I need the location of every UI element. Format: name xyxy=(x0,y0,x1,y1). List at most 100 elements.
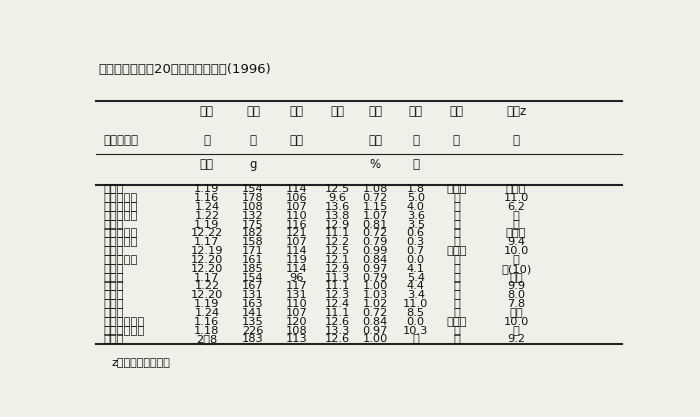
Text: 0.84: 0.84 xyxy=(363,255,388,265)
Text: 9.4: 9.4 xyxy=(507,237,525,247)
Text: 分析: 分析 xyxy=(200,105,214,118)
Text: 12.22: 12.22 xyxy=(190,229,223,239)
Text: 12.5: 12.5 xyxy=(324,184,350,194)
Text: 12.19: 12.19 xyxy=(190,246,223,256)
Text: 110: 110 xyxy=(286,299,307,309)
Text: 13.8: 13.8 xyxy=(324,211,350,221)
Text: 12.20: 12.20 xyxy=(190,290,223,300)
Text: 0.72: 0.72 xyxy=(363,193,388,203)
Text: 135: 135 xyxy=(242,317,264,327)
Text: 107: 107 xyxy=(286,202,307,212)
Text: 1.16: 1.16 xyxy=(194,193,220,203)
Text: 1.17: 1.17 xyxy=(194,273,220,283)
Text: 0.6: 0.6 xyxy=(407,229,425,239)
Text: 淡赤橙: 淡赤橙 xyxy=(506,229,526,239)
Text: 高　知: 高 知 xyxy=(104,264,125,274)
Text: 色: 色 xyxy=(512,133,519,146)
Text: 重: 重 xyxy=(249,133,256,146)
Text: 剥皮: 剥皮 xyxy=(449,105,463,118)
Text: 1.16: 1.16 xyxy=(194,317,220,327)
Text: 120: 120 xyxy=(286,317,307,327)
Text: 1.22: 1.22 xyxy=(195,281,219,291)
Text: 117: 117 xyxy=(286,281,307,291)
Text: 紅橙: 紅橙 xyxy=(509,273,523,283)
Text: 橙: 橙 xyxy=(512,255,519,265)
Text: 和歌山: 和歌山 xyxy=(104,220,125,230)
Text: 中: 中 xyxy=(453,237,460,247)
Text: 熊　本: 熊 本 xyxy=(104,308,125,318)
Text: 1.19: 1.19 xyxy=(194,299,220,309)
Text: 96: 96 xyxy=(289,273,304,283)
Text: 愛　媛: 愛 媛 xyxy=(104,246,125,256)
Text: やや難: やや難 xyxy=(446,184,467,194)
Text: 108: 108 xyxy=(286,326,307,336)
Text: 11.1: 11.1 xyxy=(324,229,350,239)
Text: 1.07: 1.07 xyxy=(363,211,388,221)
Text: 1.00: 1.00 xyxy=(363,334,388,344)
Text: 種子: 種子 xyxy=(409,105,423,118)
Text: 易: 易 xyxy=(453,229,460,239)
Text: 広島・柑橘: 広島・柑橘 xyxy=(104,229,138,239)
Text: 178: 178 xyxy=(242,193,264,203)
Text: 大分・津久見: 大分・津久見 xyxy=(104,317,145,327)
Text: 中: 中 xyxy=(453,299,460,309)
Text: 11.0: 11.0 xyxy=(503,193,528,203)
Text: 0.0: 0.0 xyxy=(407,317,425,327)
Text: 0.7: 0.7 xyxy=(407,246,425,256)
Text: 0.72: 0.72 xyxy=(363,229,388,239)
Text: 12.20: 12.20 xyxy=(190,264,223,274)
Text: 9.6: 9.6 xyxy=(328,193,346,203)
Text: 数: 数 xyxy=(412,133,419,146)
Text: 愛媛・岩城: 愛媛・岩城 xyxy=(104,255,138,265)
Text: 113: 113 xyxy=(286,334,307,344)
Text: 0.81: 0.81 xyxy=(363,220,388,230)
Text: 赤橙: 赤橙 xyxy=(509,308,523,318)
Text: 183: 183 xyxy=(242,334,264,344)
Text: 1.24: 1.24 xyxy=(195,202,219,212)
Text: 12.6: 12.6 xyxy=(325,334,349,344)
Text: クェ: クェ xyxy=(368,105,382,118)
Text: 易: 易 xyxy=(453,220,460,230)
Text: 0.97: 0.97 xyxy=(363,264,388,274)
Text: 0.84: 0.84 xyxy=(363,317,388,327)
Text: 0.72: 0.72 xyxy=(363,308,388,318)
Text: 119: 119 xyxy=(286,255,307,265)
Text: 1.24: 1.24 xyxy=(195,308,219,318)
Text: 福　岡: 福 岡 xyxy=(104,273,125,283)
Text: 0.97: 0.97 xyxy=(363,326,388,336)
Text: 154: 154 xyxy=(242,273,264,283)
Text: 11.0: 11.0 xyxy=(403,299,428,309)
Text: 175: 175 xyxy=(242,220,264,230)
Text: 淡赤橙: 淡赤橙 xyxy=(506,184,526,194)
Text: 1.08: 1.08 xyxy=(363,184,388,194)
Text: 易: 易 xyxy=(453,273,460,283)
Text: 易: 易 xyxy=(453,255,460,265)
Text: 154: 154 xyxy=(242,184,264,194)
Text: 107: 107 xyxy=(286,237,307,247)
Text: 3.5: 3.5 xyxy=(407,220,425,230)
Text: 興　津: 興 津 xyxy=(104,184,125,194)
Text: 12.3: 12.3 xyxy=(324,290,350,300)
Text: 1.17: 1.17 xyxy=(194,237,220,247)
Text: 口之津: 口之津 xyxy=(104,290,125,300)
Text: 13.3: 13.3 xyxy=(324,326,350,336)
Text: 橙(10): 橙(10) xyxy=(501,264,531,274)
Text: 1.19: 1.19 xyxy=(194,220,220,230)
Text: 6.2: 6.2 xyxy=(507,202,525,212)
Text: 0.3: 0.3 xyxy=(407,237,425,247)
Text: 糖度: 糖度 xyxy=(330,105,344,118)
Text: やや難: やや難 xyxy=(446,317,467,327)
Text: 114: 114 xyxy=(286,264,307,274)
Text: 226: 226 xyxy=(242,326,264,336)
Text: 果実: 果実 xyxy=(246,105,260,118)
Text: 5.4: 5.4 xyxy=(407,273,425,283)
Text: 佐　賀: 佐 賀 xyxy=(104,281,125,291)
Text: 12.1: 12.1 xyxy=(324,255,350,265)
Text: 108: 108 xyxy=(242,202,264,212)
Text: 中: 中 xyxy=(453,264,460,274)
Text: 106: 106 xyxy=(286,193,307,203)
Text: やや易: やや易 xyxy=(446,246,467,256)
Text: 10.0: 10.0 xyxy=(503,317,528,327)
Text: 2．8: 2．8 xyxy=(196,334,218,344)
Text: 0.79: 0.79 xyxy=(363,273,388,283)
